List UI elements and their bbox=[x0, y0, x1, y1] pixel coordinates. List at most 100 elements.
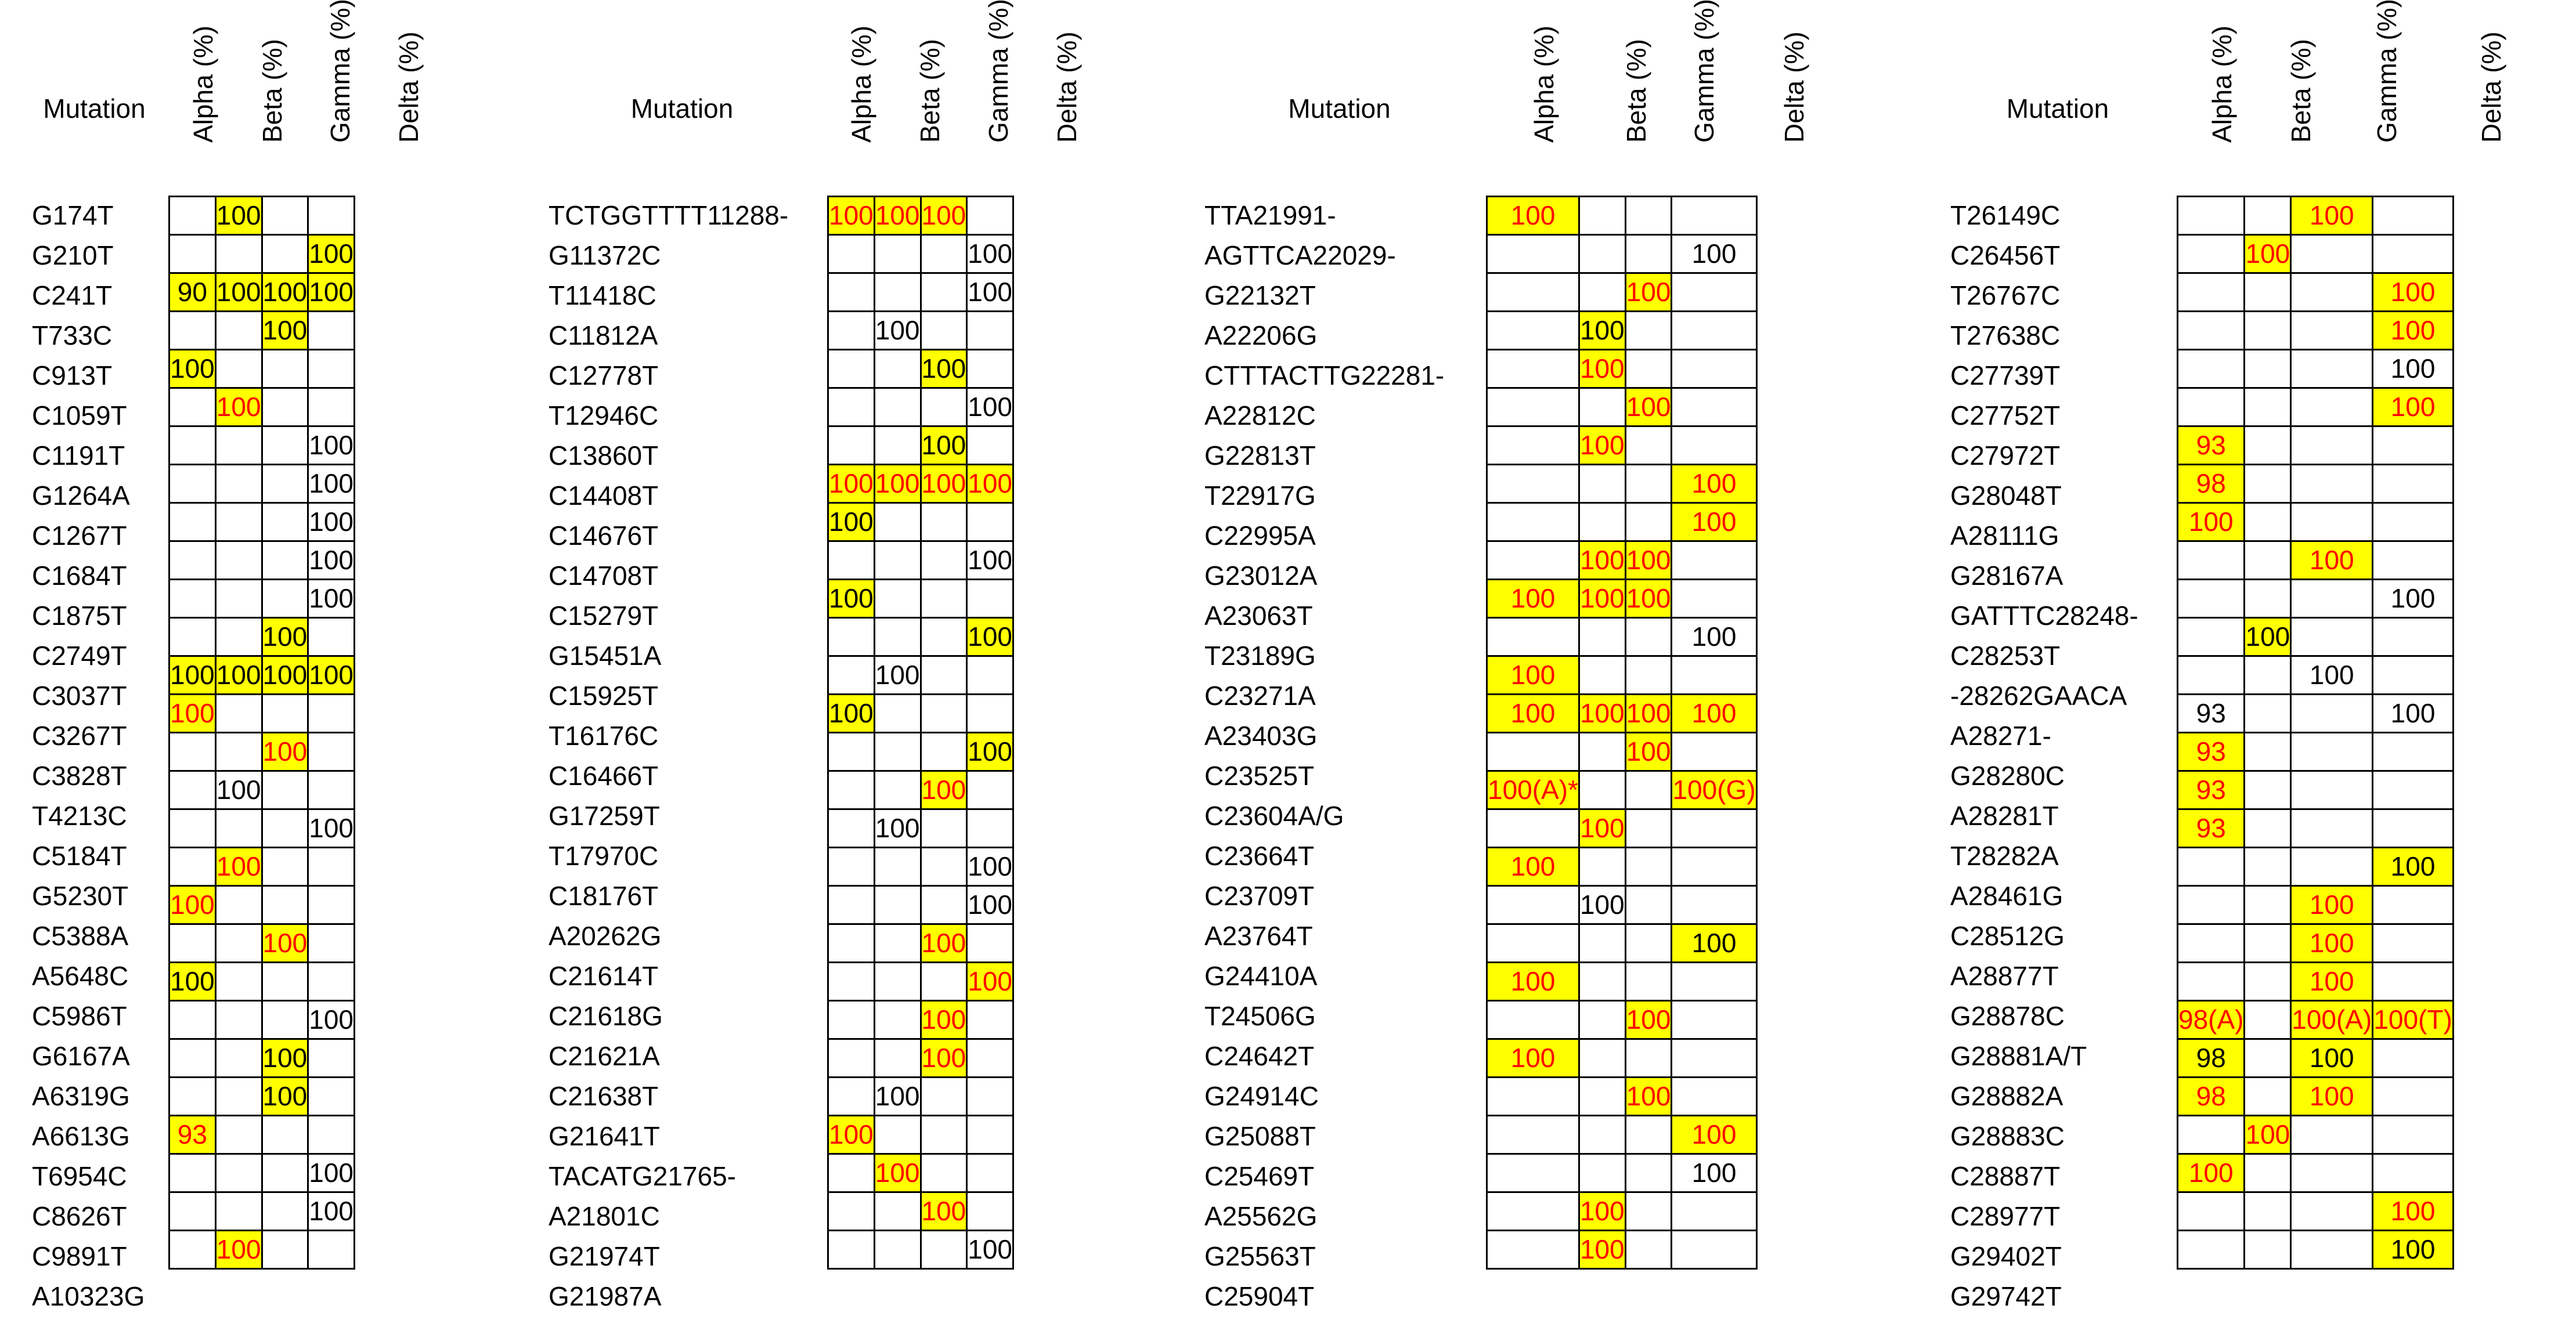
alpha-cell: 100 bbox=[168, 693, 217, 733]
table-row: 100 100 100 100 bbox=[1486, 693, 1758, 733]
frequency-grid: 100 100 100 100 100 100 100 100 100 100 100 100 100 1… bbox=[827, 196, 1014, 1270]
table-row: 93 bbox=[2176, 732, 2454, 772]
alpha-cell: 93 bbox=[2176, 693, 2246, 733]
table-row: 100 bbox=[827, 234, 1014, 274]
gamma-cell bbox=[2290, 502, 2374, 542]
table-row: 100 bbox=[168, 770, 355, 810]
gamma-cell bbox=[1624, 1115, 1673, 1155]
gamma-cell bbox=[2290, 464, 2374, 504]
table-row: 100 bbox=[1486, 349, 1758, 389]
gamma-cell bbox=[919, 1076, 968, 1116]
alpha-cell bbox=[168, 1000, 217, 1040]
table-row: 100 bbox=[827, 693, 1014, 733]
mutation-label: T4213C bbox=[32, 801, 127, 831]
gamma-cell bbox=[919, 1230, 968, 1270]
beta-cell bbox=[873, 234, 922, 274]
alpha-cell bbox=[168, 923, 217, 963]
gamma-cell bbox=[1624, 655, 1673, 695]
mutation-label: C24642T bbox=[1204, 1041, 1315, 1071]
alpha-cell bbox=[2176, 540, 2246, 580]
beta-cell: 100 bbox=[1578, 693, 1626, 733]
mutation-label: T23189G bbox=[1204, 641, 1316, 671]
alpha-cell bbox=[1486, 464, 1580, 504]
beta-cell bbox=[214, 540, 263, 580]
alpha-cell bbox=[168, 310, 217, 350]
gamma-cell: 100 bbox=[919, 1191, 968, 1231]
alpha-cell bbox=[2176, 847, 2246, 887]
mutation-label: T27638C bbox=[1950, 320, 2061, 350]
delta-header: Delta (%) bbox=[1033, 0, 1101, 174]
gamma-cell: 100(A) bbox=[2290, 1000, 2374, 1040]
table-row: 100 bbox=[1486, 387, 1758, 427]
alpha-cell bbox=[168, 196, 217, 236]
alpha-cell: 98(A) bbox=[2176, 1000, 2246, 1040]
delta-cell bbox=[966, 923, 1014, 963]
alpha-header-label: Alpha (%) bbox=[846, 26, 876, 143]
mutation-label: C27972T bbox=[1950, 440, 2061, 471]
alpha-cell bbox=[1486, 349, 1580, 389]
table-row: 100 bbox=[168, 464, 355, 504]
gamma-cell bbox=[261, 349, 309, 389]
delta-cell bbox=[307, 847, 355, 887]
delta-cell bbox=[2372, 732, 2454, 772]
beta-cell bbox=[873, 923, 922, 963]
beta-cell: 100 bbox=[873, 310, 922, 350]
mutation-label: TCTGGTTTT11288- bbox=[549, 200, 789, 230]
table-row: 93 bbox=[168, 1115, 355, 1155]
mutation-label: C27739T bbox=[1950, 360, 2061, 391]
mutation-label: G29742T bbox=[1950, 1281, 2062, 1311]
beta-cell: 100 bbox=[214, 272, 263, 312]
gamma-cell bbox=[919, 502, 968, 542]
table-row: 100 100 100 bbox=[827, 196, 1014, 236]
gamma-cell bbox=[1624, 1153, 1673, 1193]
mutation-label: GATTTC28248- bbox=[1950, 601, 2138, 631]
mutation-label: G5230T bbox=[32, 881, 129, 911]
table-row: 100 bbox=[1486, 272, 1758, 312]
mutation-label: G28883C bbox=[1950, 1121, 2065, 1151]
beta-cell bbox=[873, 579, 922, 619]
beta-cell bbox=[214, 310, 263, 350]
beta-header: Beta (%) bbox=[896, 0, 964, 174]
delta-cell: 100 bbox=[1671, 1153, 1758, 1193]
beta-cell bbox=[1578, 732, 1626, 772]
alpha-header-label: Alpha (%) bbox=[2206, 26, 2237, 143]
alpha-cell: 93 bbox=[2176, 732, 2246, 772]
beta-cell bbox=[1578, 196, 1626, 236]
mutation-label: C16466T bbox=[549, 761, 659, 791]
beta-cell bbox=[1578, 1153, 1626, 1193]
beta-cell bbox=[214, 464, 263, 504]
delta-cell bbox=[1671, 961, 1758, 1002]
delta-cell bbox=[2372, 502, 2454, 542]
beta-cell bbox=[2243, 1076, 2292, 1116]
alpha-cell bbox=[168, 847, 217, 887]
mutation-label: C27752T bbox=[1950, 400, 2061, 431]
alpha-cell: 100 bbox=[2176, 502, 2246, 542]
mutation-label: A6319G bbox=[32, 1081, 130, 1111]
delta-cell bbox=[966, 1153, 1014, 1193]
alpha-cell bbox=[2176, 617, 2246, 657]
alpha-cell bbox=[168, 387, 217, 427]
mutation-label: A20262G bbox=[549, 921, 662, 951]
alpha-cell bbox=[827, 808, 875, 848]
beta-cell bbox=[214, 502, 263, 542]
delta-cell bbox=[1671, 1000, 1758, 1040]
beta-cell: 100 bbox=[2243, 617, 2292, 657]
mutation-header: Mutation bbox=[1288, 93, 1391, 124]
gamma-cell: 100 bbox=[1624, 732, 1673, 772]
beta-cell bbox=[214, 693, 263, 733]
delta-cell: 100 bbox=[966, 961, 1014, 1002]
gamma-cell bbox=[2290, 349, 2374, 389]
beta-cell bbox=[1578, 655, 1626, 695]
beta-cell: 100 bbox=[1578, 1191, 1626, 1231]
beta-cell bbox=[214, 808, 263, 848]
mutation-label: C23271A bbox=[1204, 681, 1316, 711]
gamma-cell: 100 bbox=[2290, 540, 2374, 580]
table-row: 100 bbox=[168, 349, 355, 389]
alpha-cell: 100 bbox=[827, 464, 875, 504]
mutation-label: C23525T bbox=[1204, 761, 1315, 791]
alpha-cell: 98 bbox=[2176, 464, 2246, 504]
table-row: 93 100 bbox=[2176, 693, 2454, 733]
alpha-cell bbox=[2176, 1115, 2246, 1155]
gamma-cell: 100 bbox=[919, 196, 968, 236]
delta-cell bbox=[1671, 847, 1758, 887]
